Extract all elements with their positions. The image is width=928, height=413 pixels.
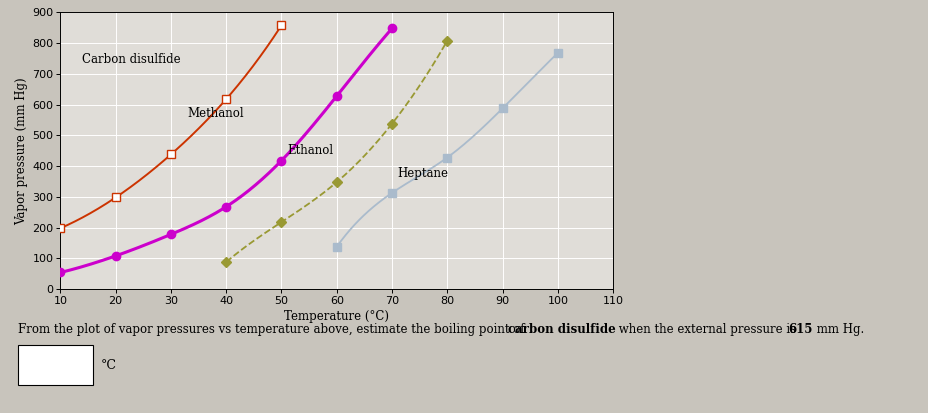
Text: carbon disulfide: carbon disulfide bbox=[508, 323, 615, 336]
Text: 615: 615 bbox=[787, 323, 811, 336]
Y-axis label: Vapor pressure (mm Hg): Vapor pressure (mm Hg) bbox=[15, 77, 28, 225]
Bar bbox=[18, 345, 93, 385]
Text: Heptane: Heptane bbox=[397, 167, 448, 180]
X-axis label: Temperature (°C): Temperature (°C) bbox=[284, 310, 389, 323]
Text: mm Hg.: mm Hg. bbox=[812, 323, 863, 336]
Text: From the plot of vapor pressures vs temperature above, estimate the boiling poin: From the plot of vapor pressures vs temp… bbox=[18, 323, 528, 336]
Text: °C: °C bbox=[101, 359, 117, 372]
Text: Carbon disulfide: Carbon disulfide bbox=[83, 53, 181, 66]
Text: Ethanol: Ethanol bbox=[287, 145, 333, 157]
Text: when the external pressure is: when the external pressure is bbox=[614, 323, 799, 336]
Text: Methanol: Methanol bbox=[187, 107, 244, 120]
